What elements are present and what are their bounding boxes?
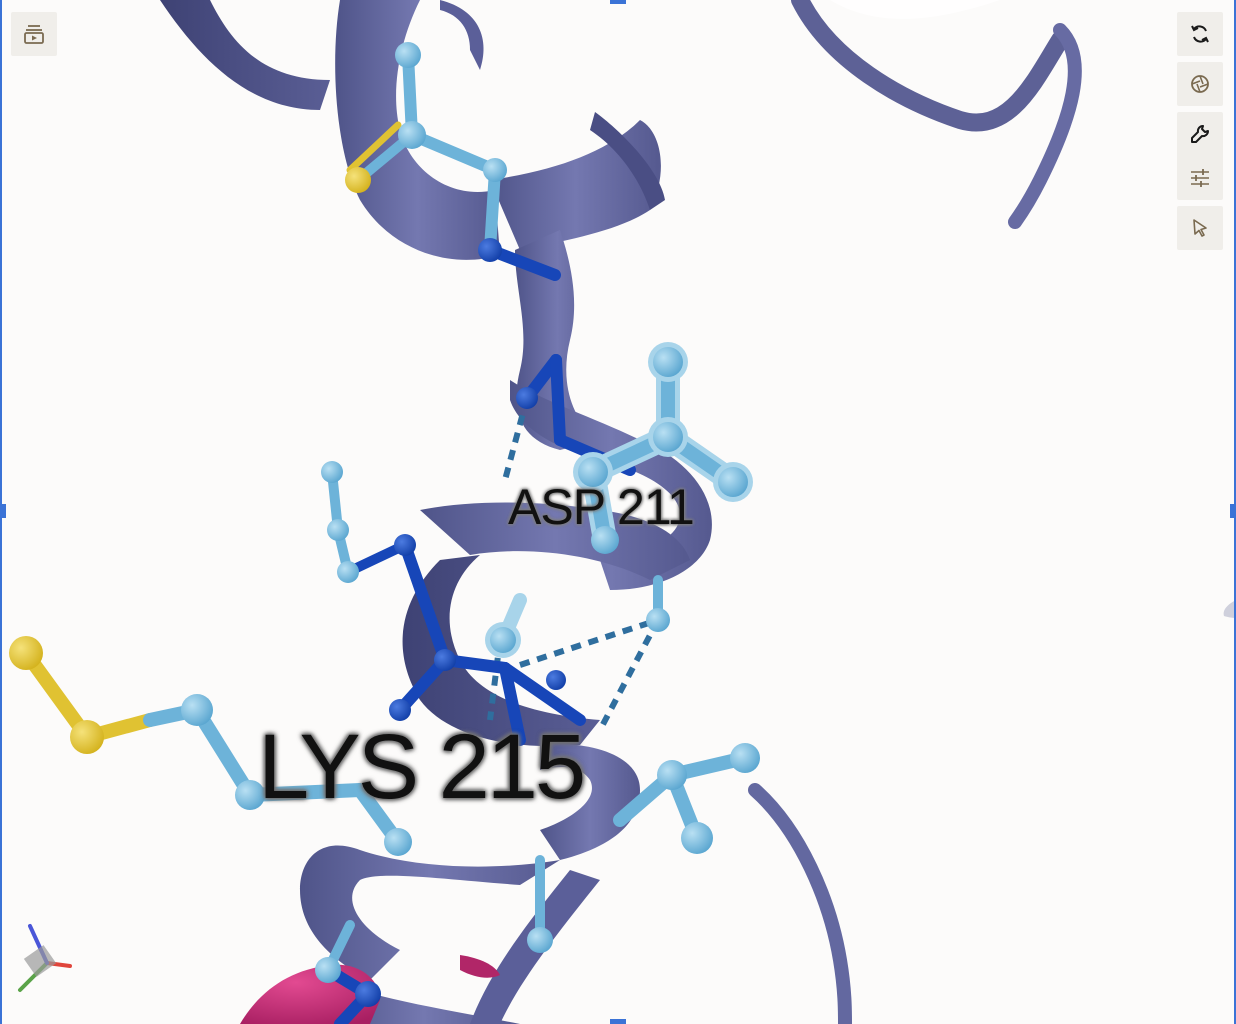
- sequence-panel-button[interactable]: [11, 12, 57, 56]
- settings-icon: [1191, 169, 1209, 187]
- resize-handle-top[interactable]: [610, 0, 626, 4]
- reset-camera-icon: [1191, 25, 1209, 43]
- residue-label-lys215: LYS 215: [258, 716, 586, 818]
- resize-handle-left[interactable]: [0, 504, 6, 518]
- screenshot-icon: [1191, 75, 1209, 93]
- residue-sticks-top: [345, 42, 561, 281]
- settings-button[interactable]: [1177, 156, 1223, 200]
- viewer-toolbar: [1177, 12, 1223, 250]
- residue-sticks-lys215: [9, 636, 760, 1024]
- tools-button[interactable]: [1177, 112, 1223, 156]
- orientation-axes-icon[interactable]: [12, 918, 82, 1008]
- tools-icon: [1191, 125, 1209, 143]
- sequence-panel-icon: [24, 25, 44, 44]
- ribbon-helix-top: [160, 0, 665, 260]
- residue-sticks-left: [321, 461, 670, 746]
- ribbon-loop-top-right: [791, 0, 1082, 229]
- hydrogen-bonds: [487, 397, 661, 732]
- residue-sticks-asp211: [516, 342, 753, 554]
- reset-camera-button[interactable]: [1177, 12, 1223, 56]
- resize-handle-bottom[interactable]: [610, 1019, 626, 1024]
- ribbon-loop-right: [748, 783, 852, 1024]
- residue-label-asp211: ASP 211: [508, 479, 695, 535]
- selection-mode-button[interactable]: [1177, 206, 1223, 250]
- selection-mode-icon: [1193, 219, 1207, 237]
- tools-group: [1177, 112, 1223, 200]
- screenshot-button[interactable]: [1177, 62, 1223, 106]
- resize-handle-right[interactable]: [1230, 504, 1236, 518]
